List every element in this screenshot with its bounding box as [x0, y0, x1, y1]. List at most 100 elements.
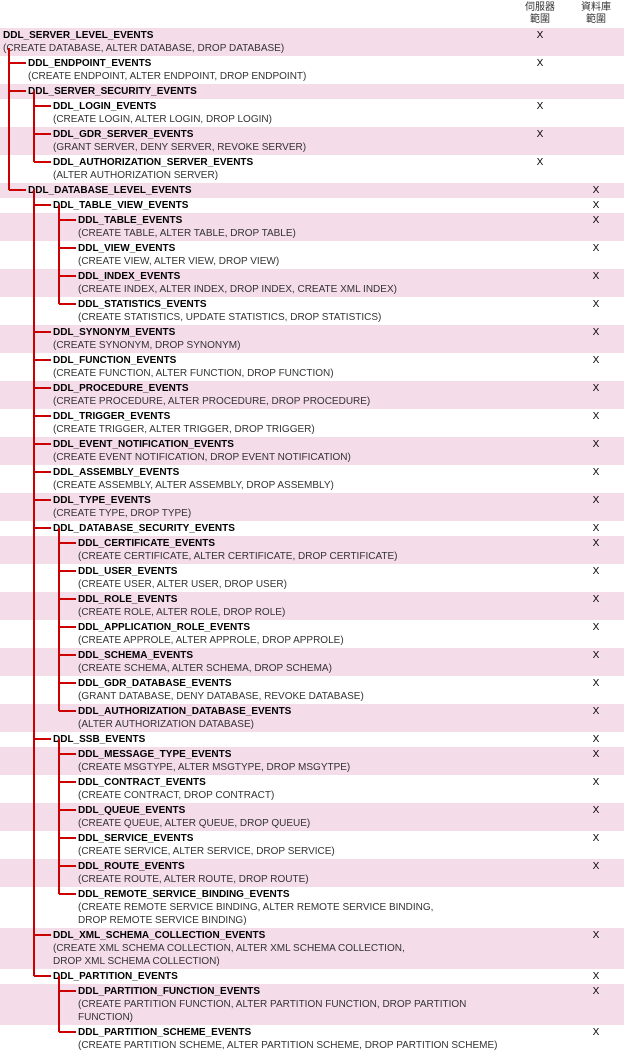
- event-group-title: DDL_TRIGGER_EVENTS: [53, 410, 512, 423]
- mark-server-scope: [512, 297, 568, 310]
- mark-database-scope: X: [568, 592, 624, 605]
- mark-server-scope: X: [512, 127, 568, 140]
- mark-server-scope: [512, 887, 568, 889]
- tree-row: DDL_TYPE_EVENTS(CREATE TYPE, DROP TYPE)X: [0, 493, 624, 521]
- mark-server-scope: [512, 521, 568, 534]
- tree-row: DDL_MESSAGE_TYPE_EVENTS(CREATE MSGTYPE, …: [0, 747, 624, 775]
- mark-server-scope: X: [512, 28, 568, 41]
- tree-row: DDL_SCHEMA_EVENTS(CREATE SCHEMA, ALTER S…: [0, 648, 624, 676]
- mark-database-scope: [568, 155, 624, 168]
- mark-database-scope: X: [568, 620, 624, 633]
- mark-server-scope: [512, 984, 568, 997]
- tree-row: DDL_LOGIN_EVENTS(CREATE LOGIN, ALTER LOG…: [0, 99, 624, 127]
- tree-row: DDL_TABLE_VIEW_EVENTS X: [0, 198, 624, 213]
- event-group-title: DDL_LOGIN_EVENTS: [53, 100, 512, 113]
- mark-server-scope: [512, 1025, 568, 1038]
- mark-server-scope: [512, 969, 568, 982]
- event-group-title: DDL_PARTITION_FUNCTION_EVENTS: [78, 985, 512, 998]
- event-group-detail: (CREATE ENDPOINT, ALTER ENDPOINT, DROP E…: [28, 70, 512, 83]
- mark-server-scope: [512, 676, 568, 689]
- mark-database-scope: [568, 56, 624, 69]
- tree-row: DDL_SERVER_LEVEL_EVENTS(CREATE DATABASE,…: [0, 28, 624, 56]
- event-group-title: DDL_AUTHORIZATION_SERVER_EVENTS: [53, 156, 512, 169]
- mark-server-scope: [512, 775, 568, 788]
- mark-server-scope: [512, 437, 568, 450]
- mark-database-scope: [568, 99, 624, 112]
- mark-database-scope: [568, 28, 624, 41]
- tree-row: DDL_EVENT_NOTIFICATION_EVENTS(CREATE EVE…: [0, 437, 624, 465]
- mark-database-scope: X: [568, 521, 624, 534]
- event-group-detail: (GRANT SERVER, DENY SERVER, REVOKE SERVE…: [53, 141, 512, 154]
- event-group-title: DDL_SERVER_SECURITY_EVENTS: [28, 85, 512, 98]
- mark-database-scope: X: [568, 325, 624, 338]
- event-group-title: DDL_QUEUE_EVENTS: [78, 804, 512, 817]
- event-group-detail: (CREATE ROUTE, ALTER ROUTE, DROP ROUTE): [78, 873, 512, 886]
- mark-database-scope: X: [568, 969, 624, 982]
- tree-row: DDL_ENDPOINT_EVENTS(CREATE ENDPOINT, ALT…: [0, 56, 624, 84]
- mark-database-scope: X: [568, 732, 624, 745]
- event-group-title: DDL_VIEW_EVENTS: [78, 242, 512, 255]
- event-group-title: DDL_ROLE_EVENTS: [78, 593, 512, 606]
- event-group-title: DDL_SCHEMA_EVENTS: [78, 649, 512, 662]
- tree-row: DDL_ROUTE_EVENTS(CREATE ROUTE, ALTER ROU…: [0, 859, 624, 887]
- mark-server-scope: [512, 213, 568, 226]
- mark-server-scope: [512, 269, 568, 282]
- mark-database-scope: X: [568, 353, 624, 366]
- tree-row: DDL_SSB_EVENTSX: [0, 732, 624, 747]
- mark-server-scope: [512, 620, 568, 633]
- event-group-detail: (CREATE USER, ALTER USER, DROP USER): [78, 578, 512, 591]
- event-group-title: DDL_APPLICATION_ROLE_EVENTS: [78, 621, 512, 634]
- mark-server-scope: X: [512, 155, 568, 168]
- event-group-title: DDL_TABLE_EVENTS: [78, 214, 512, 227]
- mark-database-scope: X: [568, 409, 624, 422]
- event-group-title: DDL_DATABASE_SECURITY_EVENTS: [53, 522, 512, 535]
- mark-server-scope: [512, 325, 568, 338]
- event-group-title: DDL_TYPE_EVENTS: [53, 494, 512, 507]
- event-group-detail: (CREATE PROCEDURE, ALTER PROCEDURE, DROP…: [53, 395, 512, 408]
- event-group-title: DDL_DATABASE_LEVEL_EVENTS: [28, 184, 512, 197]
- event-group-detail: (CREATE VIEW, ALTER VIEW, DROP VIEW): [78, 255, 512, 268]
- tree-row: DDL_INDEX_EVENTS(CREATE INDEX, ALTER IND…: [0, 269, 624, 297]
- event-group-title: DDL_ROUTE_EVENTS: [78, 860, 512, 873]
- mark-server-scope: [512, 648, 568, 661]
- tree-row: DDL_ROLE_EVENTS(CREATE ROLE, ALTER ROLE,…: [0, 592, 624, 620]
- mark-database-scope: X: [568, 198, 624, 211]
- mark-server-scope: [512, 536, 568, 549]
- tree-row: DDL_VIEW_EVENTS(CREATE VIEW, ALTER VIEW,…: [0, 241, 624, 269]
- event-group-title: DDL_FUNCTION_EVENTS: [53, 354, 512, 367]
- mark-database-scope: X: [568, 775, 624, 788]
- event-group-detail: (CREATE EVENT NOTIFICATION, DROP EVENT N…: [53, 451, 512, 464]
- mark-server-scope: [512, 747, 568, 760]
- mark-server-scope: X: [512, 56, 568, 69]
- mark-database-scope: X: [568, 803, 624, 816]
- event-group-detail: (CREATE ROLE, ALTER ROLE, DROP ROLE): [78, 606, 512, 619]
- mark-database-scope: X: [568, 704, 624, 717]
- event-group-detail: (ALTER AUTHORIZATION SERVER): [53, 169, 512, 182]
- mark-database-scope: X: [568, 241, 624, 254]
- event-group-title: DDL_CONTRACT_EVENTS: [78, 776, 512, 789]
- tree-row: DDL_QUEUE_EVENTS(CREATE QUEUE, ALTER QUE…: [0, 803, 624, 831]
- tree-row: DDL_SERVER_SECURITY_EVENTS: [0, 84, 624, 99]
- mark-server-scope: [512, 592, 568, 605]
- event-group-title: DDL_SERVER_LEVEL_EVENTS: [3, 29, 512, 42]
- mark-database-scope: [568, 84, 624, 86]
- event-group-title: DDL_TABLE_VIEW_EVENTS: [53, 199, 512, 212]
- mark-server-scope: [512, 241, 568, 254]
- event-group-detail: (CREATE CONTRACT, DROP CONTRACT): [78, 789, 512, 802]
- event-group-detail: (CREATE QUEUE, ALTER QUEUE, DROP QUEUE): [78, 817, 512, 830]
- mark-database-scope: X: [568, 297, 624, 310]
- event-group-title: DDL_XML_SCHEMA_COLLECTION_EVENTS: [53, 929, 512, 942]
- tree-row: DDL_DATABASE_SECURITY_EVENTS X: [0, 521, 624, 536]
- event-group-detail: (CREATE FUNCTION, ALTER FUNCTION, DROP F…: [53, 367, 512, 380]
- mark-database-scope: X: [568, 493, 624, 506]
- mark-server-scope: [512, 465, 568, 478]
- tree-row: DDL_STATISTICS_EVENTS(CREATE STATISTICS,…: [0, 297, 624, 325]
- mark-database-scope: X: [568, 536, 624, 549]
- header-server-scope: 伺服器範圍: [512, 2, 568, 26]
- mark-server-scope: [512, 928, 568, 941]
- tree-rows: DDL_SERVER_LEVEL_EVENTS(CREATE DATABASE,…: [0, 28, 624, 1053]
- mark-database-scope: X: [568, 269, 624, 282]
- tree-row: DDL_SERVICE_EVENTS(CREATE SERVICE, ALTER…: [0, 831, 624, 859]
- mark-database-scope: X: [568, 984, 624, 997]
- mark-server-scope: [512, 564, 568, 577]
